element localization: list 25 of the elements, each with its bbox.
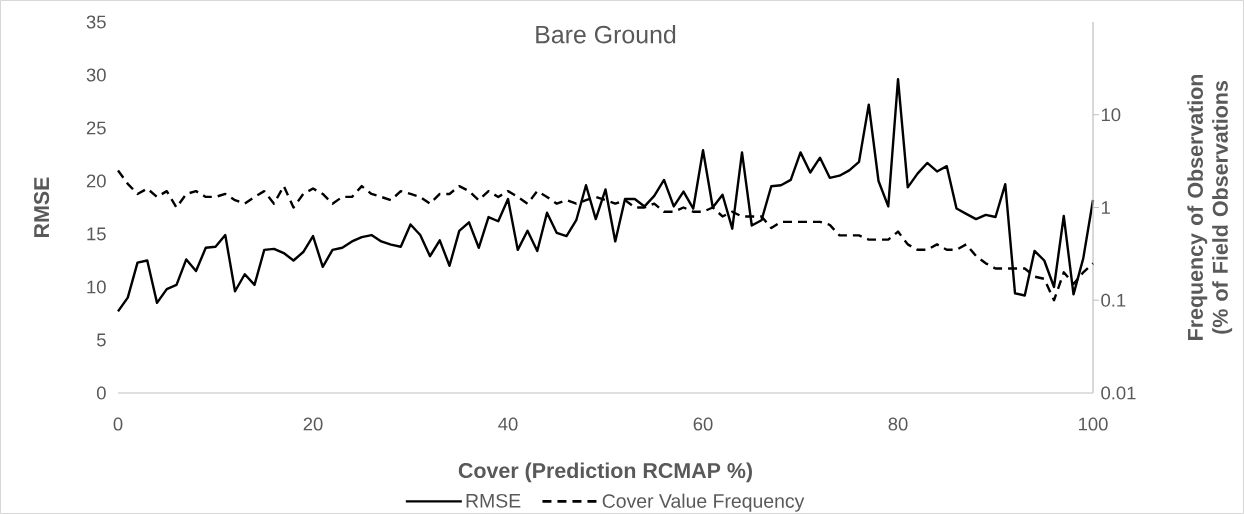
y-tick-label: 5 <box>96 333 106 347</box>
y2-tick-label: 10 <box>1101 108 1121 122</box>
y-tick-label: 30 <box>86 68 106 82</box>
y2-tick-label: 1 <box>1101 201 1110 214</box>
y-tick-label: 0 <box>96 386 106 400</box>
y2-tick-label: 0.1 <box>1101 293 1126 307</box>
x-tick-label: 40 <box>498 417 518 431</box>
y-tick-label: 20 <box>86 174 106 188</box>
y-tick-label: 35 <box>86 15 106 29</box>
y-tick-label: 15 <box>87 227 106 241</box>
x-axis-title: Cover (Prediction RCMAP %) <box>458 462 752 483</box>
x-tick-label: 100 <box>1079 417 1108 431</box>
x-tick-label: 0 <box>113 417 123 431</box>
x-tick-label: 60 <box>693 417 713 431</box>
y2-tick-label: 0.01 <box>1101 386 1136 400</box>
legend-label: Cover Value Frequency <box>602 493 805 512</box>
legend-label: RMSE <box>466 493 521 508</box>
x-tick-label: 20 <box>303 417 323 431</box>
x-tick-label: 80 <box>888 417 908 431</box>
y-tick-label: 10 <box>87 280 106 294</box>
line-series <box>116 78 1095 313</box>
y-tick-label: 25 <box>86 121 106 135</box>
y-axis-title: RMSE <box>33 177 50 237</box>
y2-axis-title: Frequency of Observation (% of Field Observations <box>1187 74 1233 340</box>
chart-title: Bare Ground <box>536 25 676 44</box>
